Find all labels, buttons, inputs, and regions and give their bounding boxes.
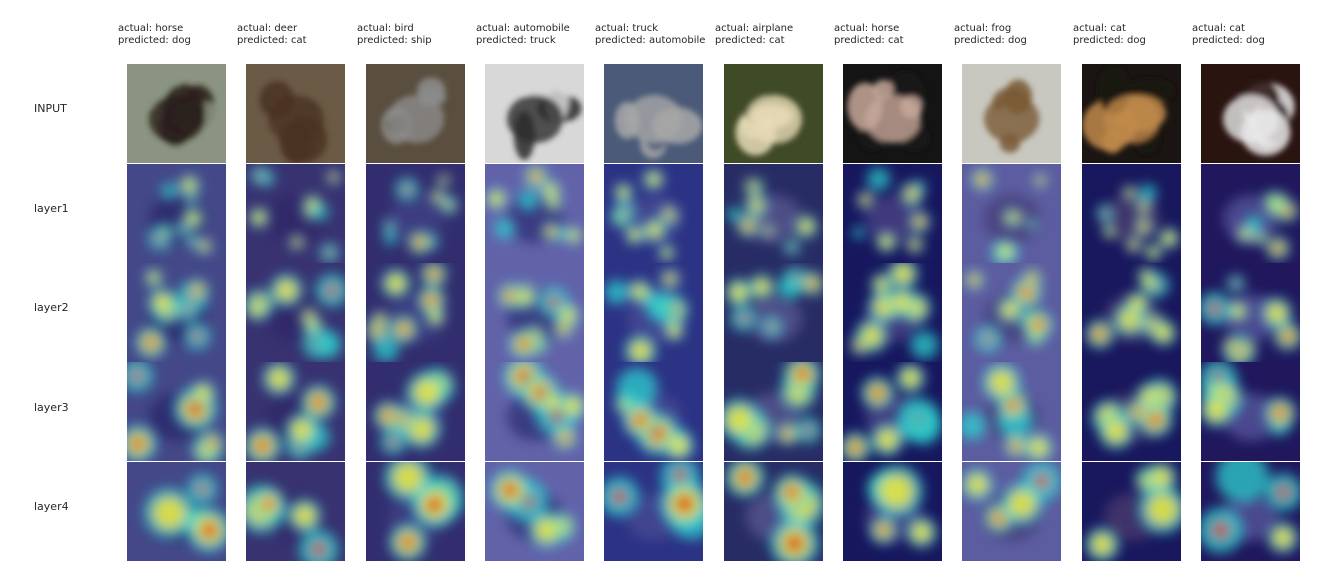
heatmap-image [366,462,465,561]
heatmap-image [127,362,226,461]
input-image [1082,64,1181,163]
heatmap-image [127,164,226,263]
heatmap-image [604,462,703,561]
heatmap-image [246,462,345,561]
heatmap-image [485,263,584,362]
column-title: actual: cat predicted: dog [1073,23,1146,47]
row-label-layer1: layer1 [34,202,69,215]
heatmap-image [962,462,1061,561]
heatmap-image [724,263,823,362]
predicted-label: predicted: cat [715,35,785,46]
heatmap-image [843,164,942,263]
heatmap-image [604,263,703,362]
heatmap-image [1201,263,1300,362]
predicted-label: predicted: truck [476,35,556,46]
heatmap-image [1201,462,1300,561]
row-label-layer2: layer2 [34,301,69,314]
heatmap-image [1201,164,1300,263]
heatmap-image [127,462,226,561]
input-image [1201,64,1300,163]
column-title: actual: deer predicted: cat [237,23,307,47]
heatmap-image [604,164,703,263]
heatmap-image [127,263,226,362]
input-image [485,64,584,163]
heatmap-image [485,164,584,263]
heatmap-image [1082,164,1181,263]
row-label-input: INPUT [34,102,67,115]
predicted-label: predicted: dog [954,35,1027,46]
heatmap-image [724,362,823,461]
heatmap-image [843,362,942,461]
heatmap-image [604,362,703,461]
heatmap-image [843,462,942,561]
heatmap-image [962,164,1061,263]
input-image [246,64,345,163]
input-image [127,64,226,163]
actual-label: actual: frog [954,23,1012,34]
row-label-layer3: layer3 [34,401,69,414]
input-image [604,64,703,163]
predicted-label: predicted: cat [237,35,307,46]
actual-label: actual: horse [118,23,184,34]
column-title: actual: bird predicted: ship [357,23,432,47]
heatmap-image [1082,362,1181,461]
row-label-layer4: layer4 [34,500,69,513]
predicted-label: predicted: cat [834,35,904,46]
actual-label: actual: truck [595,23,658,34]
input-image [724,64,823,163]
heatmap-image [366,263,465,362]
heatmap-image [246,164,345,263]
predicted-label: predicted: automobile [595,35,706,46]
predicted-label: predicted: dog [118,35,191,46]
column-title: actual: truck predicted: automobile [595,23,705,47]
heatmap-image [246,362,345,461]
input-image [962,64,1061,163]
heatmap-image [246,263,345,362]
actual-label: actual: horse [834,23,900,34]
column-title: actual: cat predicted: dog [1192,23,1265,47]
heatmap-image [366,164,465,263]
column-title: actual: horse predicted: cat [834,23,904,47]
column-title: actual: frog predicted: dog [954,23,1027,47]
predicted-label: predicted: dog [1073,35,1146,46]
heatmap-image [724,164,823,263]
actual-label: actual: deer [237,23,298,34]
column-title: actual: horse predicted: dog [118,23,191,47]
column-title: actual: automobile predicted: truck [476,23,570,47]
actual-label: actual: airplane [715,23,794,34]
heatmap-image [724,462,823,561]
column-title: actual: airplane predicted: cat [715,23,793,47]
input-image [843,64,942,163]
heatmap-image [1201,362,1300,461]
predicted-label: predicted: dog [1192,35,1265,46]
heatmap-image [843,263,942,362]
actual-label: actual: cat [1073,23,1126,34]
heatmap-image [485,362,584,461]
actual-label: actual: cat [1192,23,1245,34]
heatmap-image [485,462,584,561]
heatmap-image [366,362,465,461]
actual-label: actual: automobile [476,23,570,34]
input-image [366,64,465,163]
heatmap-image [1082,263,1181,362]
heatmap-image [1082,462,1181,561]
heatmap-image [962,362,1061,461]
actual-label: actual: bird [357,23,414,34]
predicted-label: predicted: ship [357,35,432,46]
heatmap-image [962,263,1061,362]
